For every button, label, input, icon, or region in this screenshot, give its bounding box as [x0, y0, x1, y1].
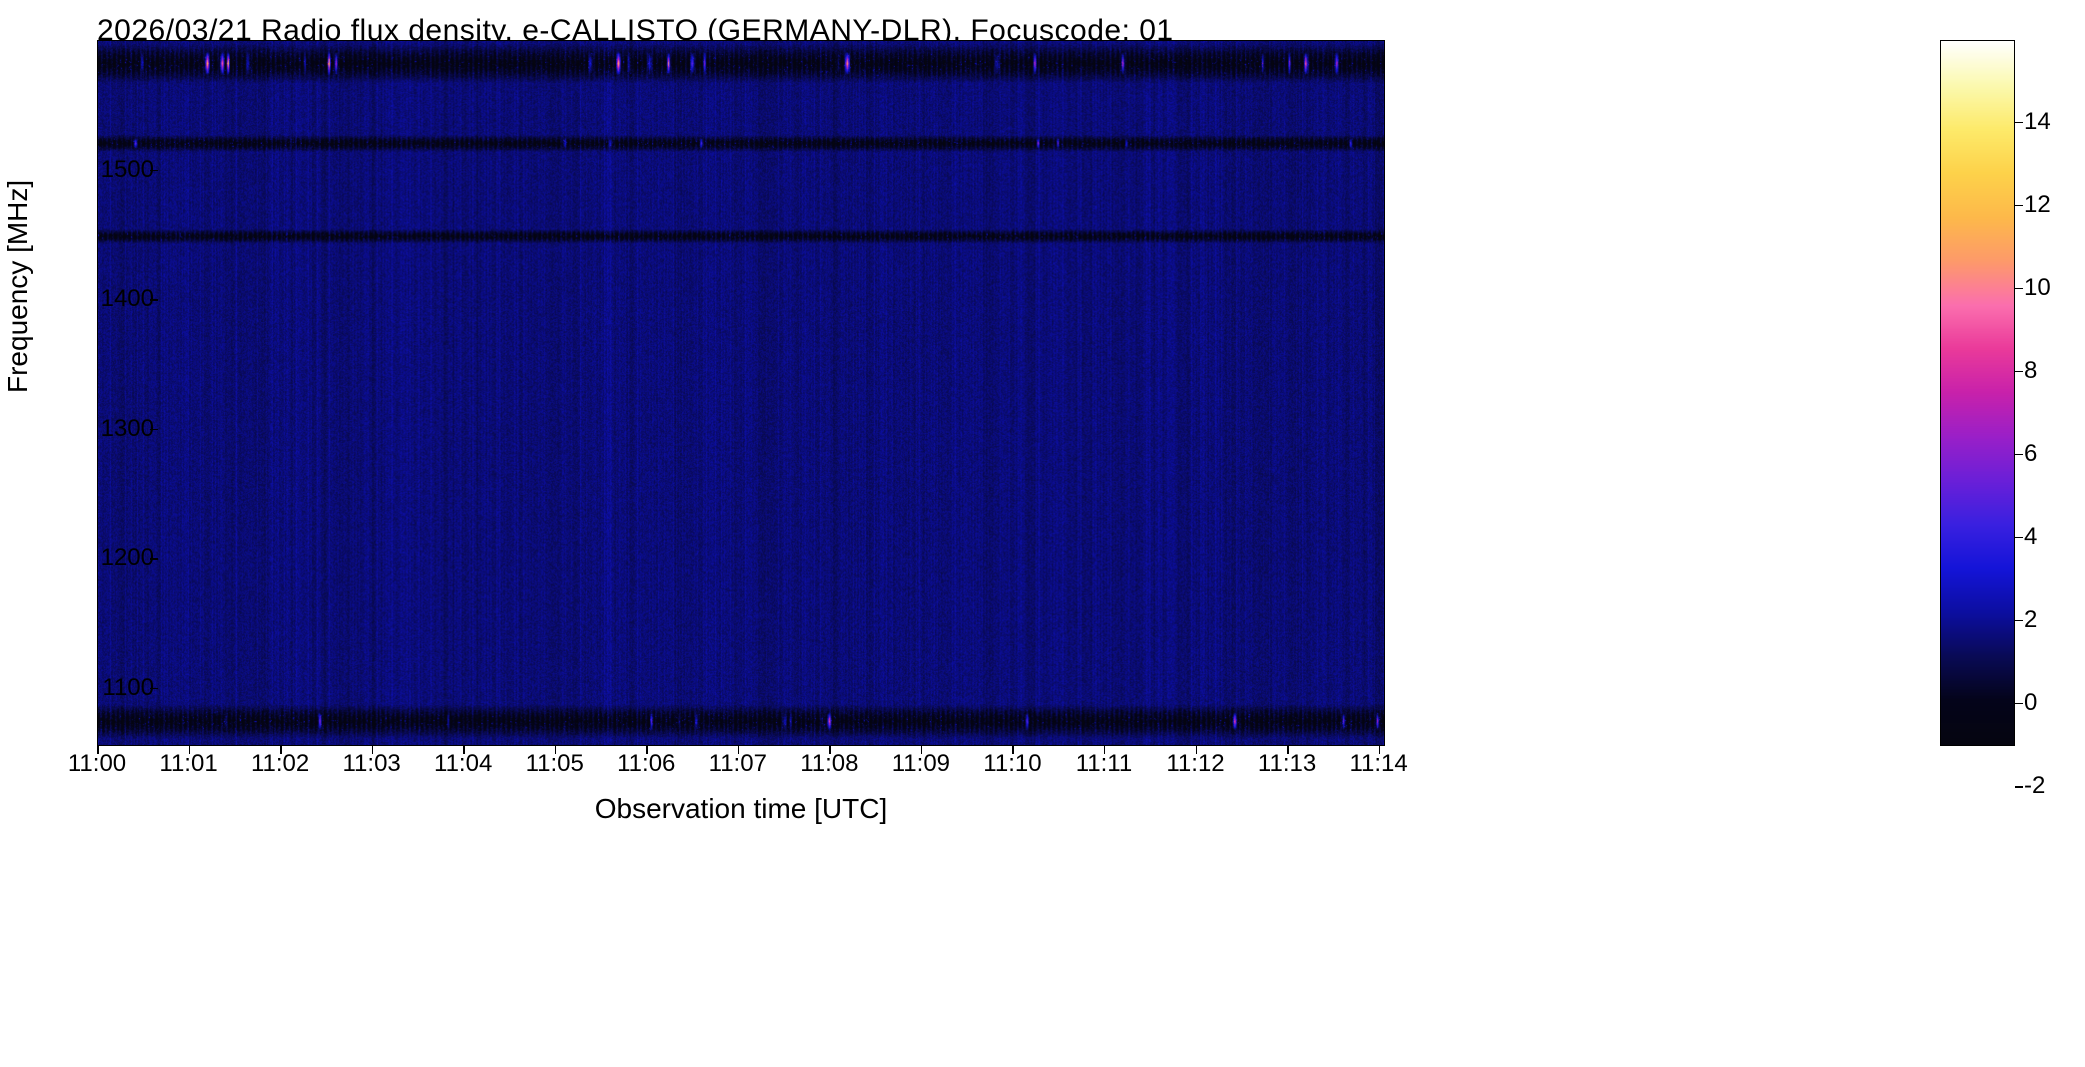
- colorbar-tick-mark-10: [2015, 288, 2023, 290]
- y-axis-tick-mark-1400: [150, 299, 158, 301]
- x-axis-tick-mark-1111: [1104, 746, 1106, 754]
- x-axis-tick-mark-1102: [280, 746, 282, 754]
- colorbar-tick-6: 6: [2024, 440, 2037, 468]
- x-axis-label: Observation time [UTC]: [595, 793, 888, 825]
- colorbar-canvas[interactable]: [1940, 40, 2015, 746]
- spectrogram-window: 2026/03/21 Radio flux density, e-CALLIST…: [0, 0, 2085, 1067]
- x-axis-tick-1107: 11:07: [709, 750, 767, 778]
- x-axis-tick-mark-1112: [1196, 746, 1198, 754]
- x-axis-tick-1101: 11:01: [159, 750, 217, 778]
- y-axis-tick-mark-1500: [150, 170, 158, 172]
- x-axis-tick-mark-1101: [189, 746, 191, 754]
- colorbar-tick-mark-0: [2015, 703, 2023, 705]
- x-axis-tick-mark-1106: [646, 746, 648, 754]
- x-axis-tick-1105: 11:05: [526, 750, 584, 778]
- x-axis-tick-1100: 11:00: [68, 750, 126, 778]
- y-axis-label: Frequency [MHz]: [2, 180, 34, 393]
- x-axis-tick-1109: 11:09: [892, 750, 950, 778]
- colorbar-tick-mark-4: [2015, 537, 2023, 539]
- y-axis-tick-1400: 1400: [84, 285, 154, 313]
- colorbar-tick-12: 12: [2024, 191, 2051, 219]
- x-axis-tick-mark-1107: [738, 746, 740, 754]
- colorbar-tick-mark-6: [2015, 454, 2023, 456]
- x-axis-tick-mark-1108: [829, 746, 831, 754]
- y-axis-tick-1200: 1200: [84, 544, 154, 572]
- colorbar-tick--2: -2: [2024, 772, 2045, 800]
- colorbar-tick-14: 14: [2024, 108, 2051, 136]
- x-axis-tick-mark-1109: [921, 746, 923, 754]
- x-axis-tick-1113: 11:13: [1258, 750, 1316, 778]
- x-axis-tick-mark-1113: [1287, 746, 1289, 754]
- colorbar-tick-mark-2: [2015, 620, 2023, 622]
- colorbar-tick-8: 8: [2024, 357, 2037, 385]
- y-axis-tick-mark-1100: [150, 688, 158, 690]
- colorbar-tick-0: 0: [2024, 689, 2037, 717]
- spectrogram-plot-area: [97, 40, 1385, 746]
- y-axis-tick-1500: 1500: [84, 156, 154, 184]
- y-axis-tick-mark-1300: [150, 429, 158, 431]
- x-axis-tick-1110: 11:10: [983, 750, 1041, 778]
- x-axis-tick-1103: 11:03: [342, 750, 400, 778]
- x-axis-tick-1106: 11:06: [617, 750, 675, 778]
- colorbar-tick-mark-14: [2015, 122, 2023, 124]
- x-axis-tick-mark-1110: [1012, 746, 1014, 754]
- x-axis-tick-mark-1104: [463, 746, 465, 754]
- colorbar-tick-2: 2: [2024, 606, 2037, 634]
- x-axis-tick-1112: 11:12: [1166, 750, 1224, 778]
- y-axis-tick-mark-1200: [150, 558, 158, 560]
- x-axis-tick-mark-1114: [1379, 746, 1381, 754]
- x-axis-tick-1104: 11:04: [434, 750, 492, 778]
- x-axis-tick-mark-1100: [97, 746, 99, 754]
- x-axis-tick-1102: 11:02: [251, 750, 309, 778]
- x-axis-tick-1108: 11:08: [800, 750, 858, 778]
- colorbar-tick-mark-12: [2015, 205, 2023, 207]
- colorbar-tick-4: 4: [2024, 523, 2037, 551]
- x-axis-tick-1114: 11:14: [1349, 750, 1407, 778]
- x-axis-tick-mark-1105: [555, 746, 557, 754]
- y-axis-tick-1300: 1300: [84, 415, 154, 443]
- x-axis-tick-1111: 11:11: [1076, 750, 1133, 778]
- y-axis-tick-1100: 1100: [84, 674, 154, 702]
- colorbar-tick-10: 10: [2024, 274, 2051, 302]
- spectrogram-canvas[interactable]: [98, 41, 1384, 745]
- colorbar-tick-mark--2: [2015, 786, 2023, 788]
- x-axis-tick-mark-1103: [372, 746, 374, 754]
- colorbar-tick-mark-8: [2015, 371, 2023, 373]
